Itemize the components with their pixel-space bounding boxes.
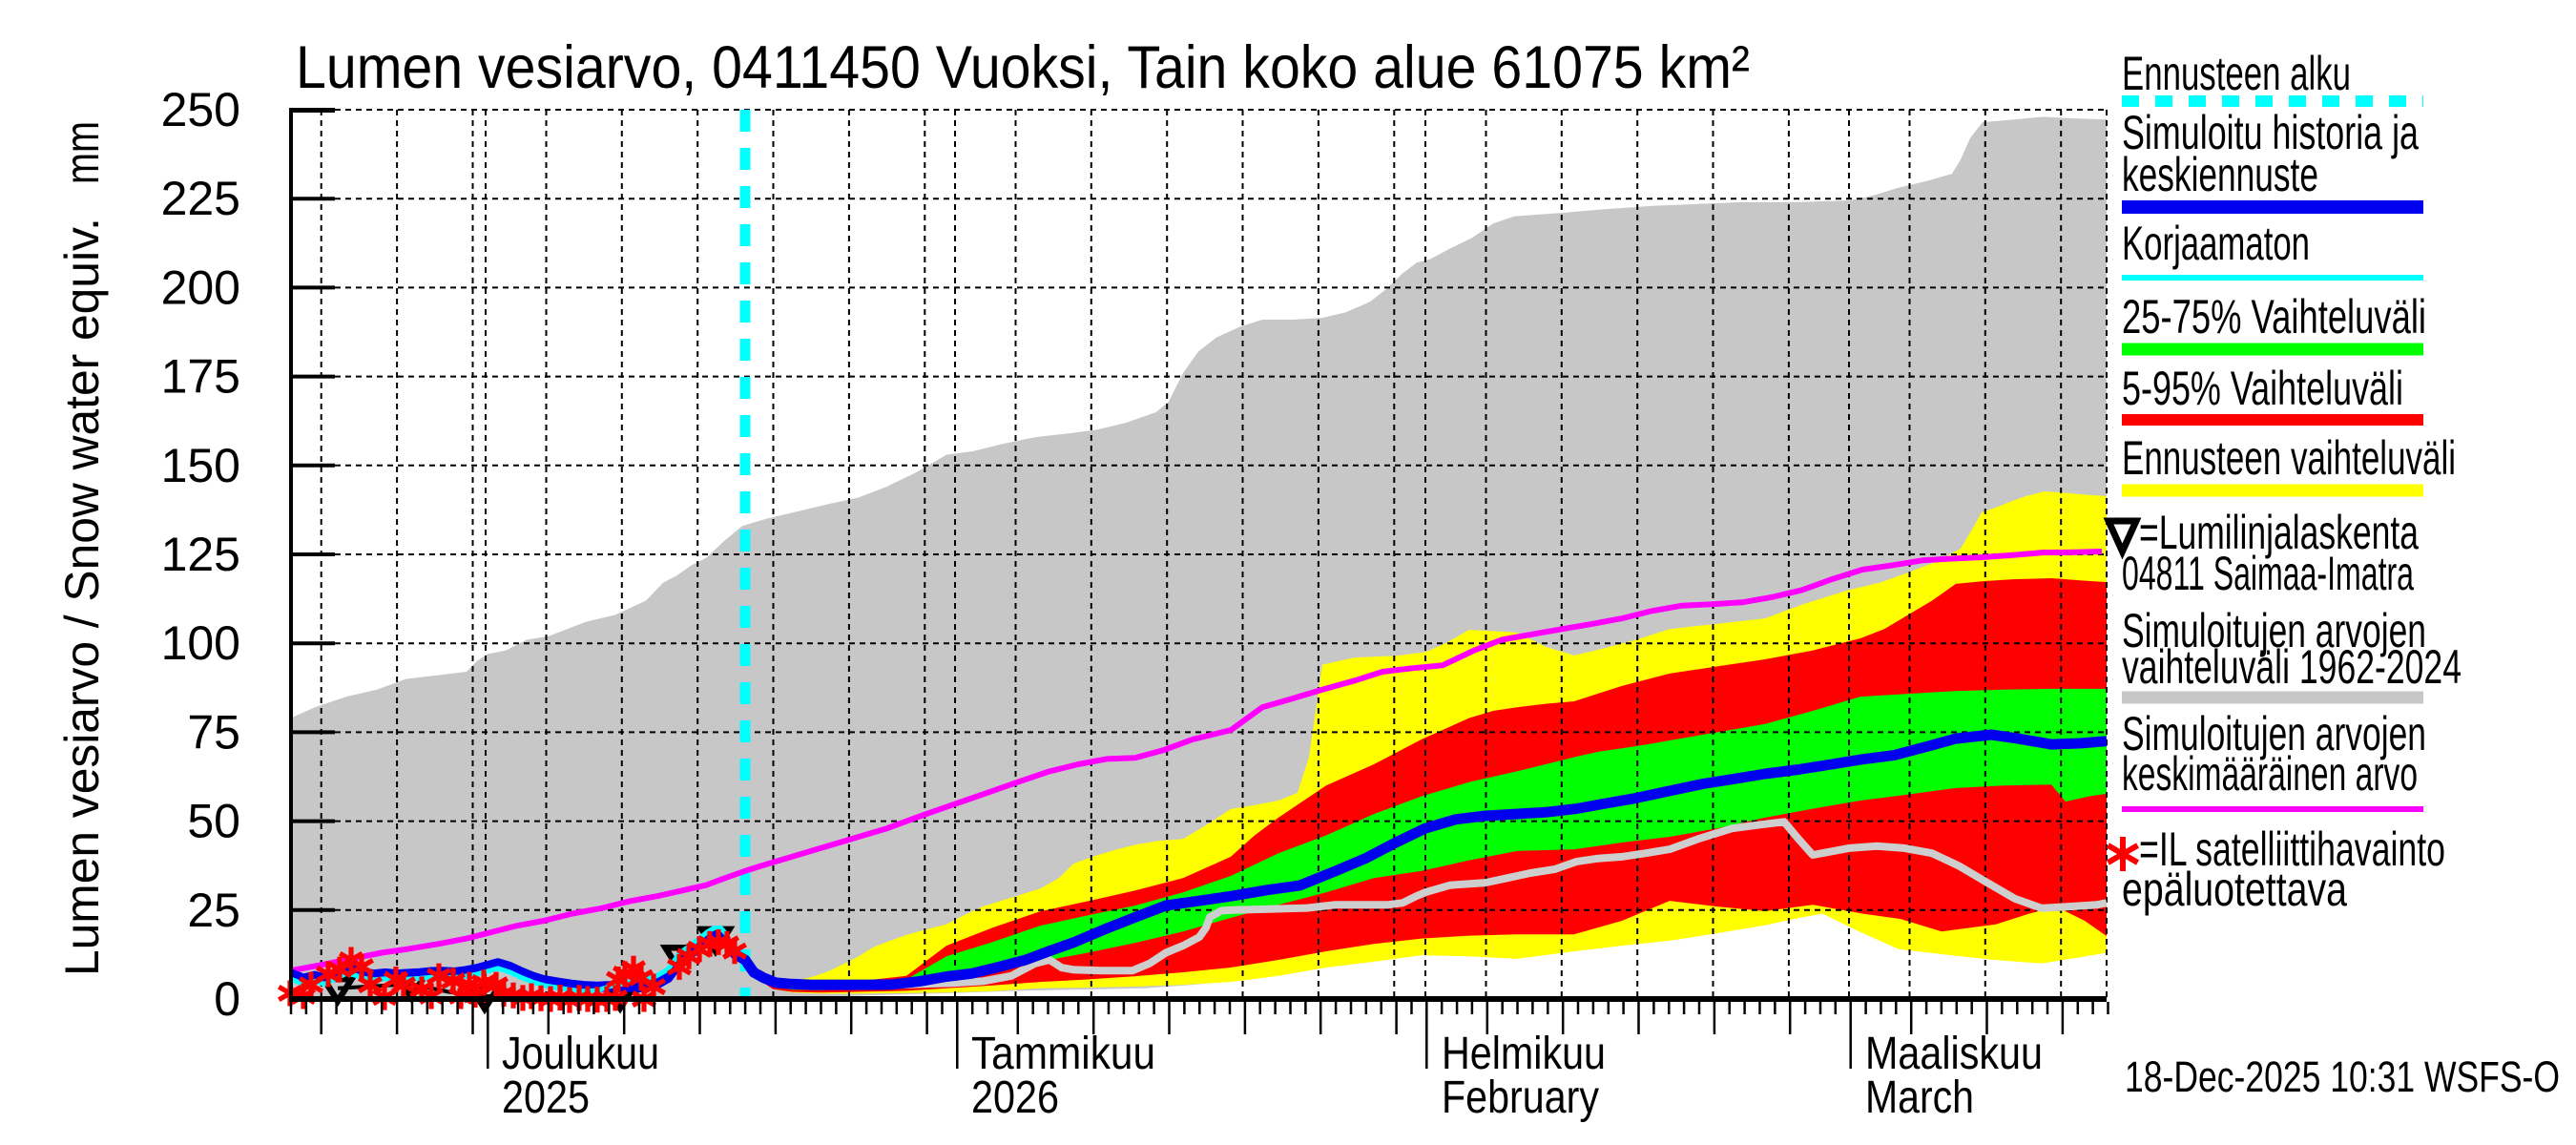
- svg-text:2026: 2026: [971, 1072, 1059, 1123]
- svg-text:Simuloitujen arvojen: Simuloitujen arvojen: [2122, 604, 2426, 657]
- svg-text:Joulukuu: Joulukuu: [502, 1029, 659, 1079]
- svg-text:225: 225: [161, 172, 240, 225]
- svg-text:=Lumilinjalaskenta: =Lumilinjalaskenta: [2139, 506, 2419, 559]
- svg-text:2025: 2025: [502, 1072, 590, 1123]
- svg-text:Simuloitu historia ja: Simuloitu historia ja: [2122, 106, 2419, 159]
- svg-text:mm: mm: [55, 121, 109, 184]
- svg-text:epäluotettava: epäluotettava: [2122, 863, 2347, 916]
- svg-text:Simuloitujen arvojen: Simuloitujen arvojen: [2122, 707, 2426, 760]
- svg-text:=IL satelliittihavainto: =IL satelliittihavainto: [2139, 822, 2445, 876]
- svg-text:18-Dec-2025 10:31 WSFS-O: 18-Dec-2025 10:31 WSFS-O: [2125, 1052, 2560, 1101]
- svg-text:Korjaamaton: Korjaamaton: [2122, 217, 2310, 270]
- svg-text:February: February: [1442, 1072, 1599, 1123]
- svg-text:5-95% Vaihteluväli: 5-95% Vaihteluväli: [2122, 362, 2403, 415]
- svg-text:Helmikuu: Helmikuu: [1442, 1029, 1606, 1079]
- svg-text:200: 200: [161, 260, 240, 314]
- svg-text:50: 50: [187, 795, 240, 848]
- svg-text:25: 25: [187, 884, 240, 937]
- svg-text:Ennusteen alku: Ennusteen alku: [2122, 47, 2351, 100]
- svg-text:Maaliskuu: Maaliskuu: [1865, 1029, 2043, 1079]
- svg-text:125: 125: [161, 528, 240, 581]
- svg-text:keskimääräinen arvo: keskimääräinen arvo: [2122, 747, 2418, 801]
- svg-text:keskiennuste: keskiennuste: [2122, 148, 2318, 201]
- svg-text:Ennusteen vaihteluväli: Ennusteen vaihteluväli: [2122, 431, 2456, 485]
- svg-text:175: 175: [161, 350, 240, 404]
- svg-text:100: 100: [161, 616, 240, 670]
- svg-text:04811 Saimaa-Imatra: 04811 Saimaa-Imatra: [2122, 547, 2414, 600]
- svg-text:Tammikuu: Tammikuu: [971, 1029, 1155, 1079]
- svg-text:150: 150: [161, 439, 240, 492]
- svg-text:Lumen vesiarvo, 0411450 Vuoksi: Lumen vesiarvo, 0411450 Vuoksi, Tain kok…: [296, 34, 1750, 101]
- svg-text:250: 250: [161, 83, 240, 136]
- svg-text:Lumen vesiarvo / Snow water eq: Lumen vesiarvo / Snow water equiv.: [55, 218, 109, 976]
- svg-text:25-75% Vaihteluväli: 25-75% Vaihteluväli: [2122, 290, 2426, 344]
- svg-text:0: 0: [214, 972, 240, 1026]
- svg-text:vaihteluväli 1962-2024: vaihteluväli 1962-2024: [2122, 640, 2462, 694]
- svg-text:75: 75: [187, 705, 240, 759]
- svg-text:March: March: [1865, 1072, 1974, 1123]
